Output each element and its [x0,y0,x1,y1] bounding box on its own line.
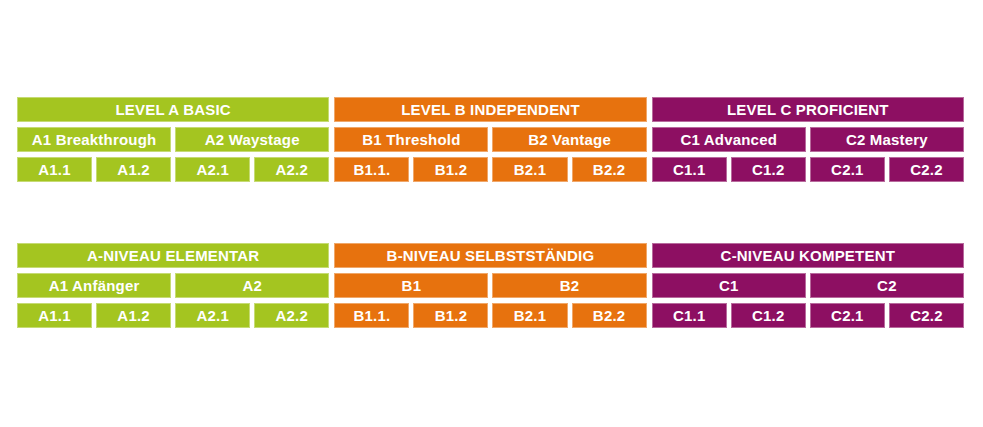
unit-cell: A1.2 [96,303,171,328]
sublevel-cell: A2 [175,273,329,298]
section-level-c-german: C-NIVEAU KOMPETENT C1 C2 C1.1 C1.2 C2.1 … [652,243,964,328]
unit-cell: B1.1. [334,157,409,182]
section-level-b-english: LEVEL B INDEPENDENT B1 Threshold B2 Vant… [334,97,646,182]
unit-cell: A1.1 [17,303,92,328]
unit-cell: B2.2 [572,303,647,328]
sublevel-cell: A1 Breakthrough [17,127,171,152]
unit-cell: C2.1 [810,157,885,182]
unit-cell: C1.1 [652,303,727,328]
unit-cell: C2.1 [810,303,885,328]
unit-cell: A2.1 [175,157,250,182]
unit-cell: C1.2 [731,157,806,182]
sublevel-cell: B1 Threshold [334,127,488,152]
section-level-a-english: LEVEL A BASIC A1 Breakthrough A2 Waystag… [17,97,329,182]
sublevel-cell: C1 Advanced [652,127,806,152]
unit-cell: C2.2 [889,303,964,328]
level-header-cell: LEVEL C PROFICIENT [652,97,964,122]
unit-cell: B1.2 [413,303,488,328]
unit-cell: C2.2 [889,157,964,182]
sublevel-cell: B2 Vantage [492,127,646,152]
section-level-b-german: B-NIVEAU SELBSTSTÄNDIG B1 B2 B1.1. B1.2 … [334,243,646,328]
unit-cell: A1.2 [96,157,171,182]
sublevel-cell: A2 Waystage [175,127,329,152]
sublevel-cell: A1 Anfänger [17,273,171,298]
level-header-cell: LEVEL B INDEPENDENT [334,97,646,122]
sublevel-cell: B2 [492,273,646,298]
unit-cell: A2.2 [254,157,329,182]
level-header-cell: C-NIVEAU KOMPETENT [652,243,964,268]
unit-cell: C1.1 [652,157,727,182]
sublevel-cell: C2 [810,273,964,298]
level-header-cell: A-NIVEAU ELEMENTAR [17,243,329,268]
sublevel-cell: C1 [652,273,806,298]
unit-cell: C1.2 [731,303,806,328]
unit-cell: A1.1 [17,157,92,182]
level-header-cell: LEVEL A BASIC [17,97,329,122]
section-level-c-english: LEVEL C PROFICIENT C1 Advanced C2 Master… [652,97,964,182]
unit-cell: B2.1 [492,157,567,182]
level-header-cell: B-NIVEAU SELBSTSTÄNDIG [334,243,646,268]
unit-cell: A2.2 [254,303,329,328]
unit-cell: B2.2 [572,157,647,182]
cefr-table-german: A-NIVEAU ELEMENTAR A1 Anfänger A2 A1.1 A… [17,243,964,328]
sublevel-cell: B1 [334,273,488,298]
sublevel-cell: C2 Mastery [810,127,964,152]
unit-cell: B1.2 [413,157,488,182]
cefr-levels-canvas: LEVEL A BASIC A1 Breakthrough A2 Waystag… [0,0,983,427]
cefr-table-english: LEVEL A BASIC A1 Breakthrough A2 Waystag… [17,97,964,182]
unit-cell: B2.1 [492,303,567,328]
unit-cell: B1.1. [334,303,409,328]
section-level-a-german: A-NIVEAU ELEMENTAR A1 Anfänger A2 A1.1 A… [17,243,329,328]
unit-cell: A2.1 [175,303,250,328]
